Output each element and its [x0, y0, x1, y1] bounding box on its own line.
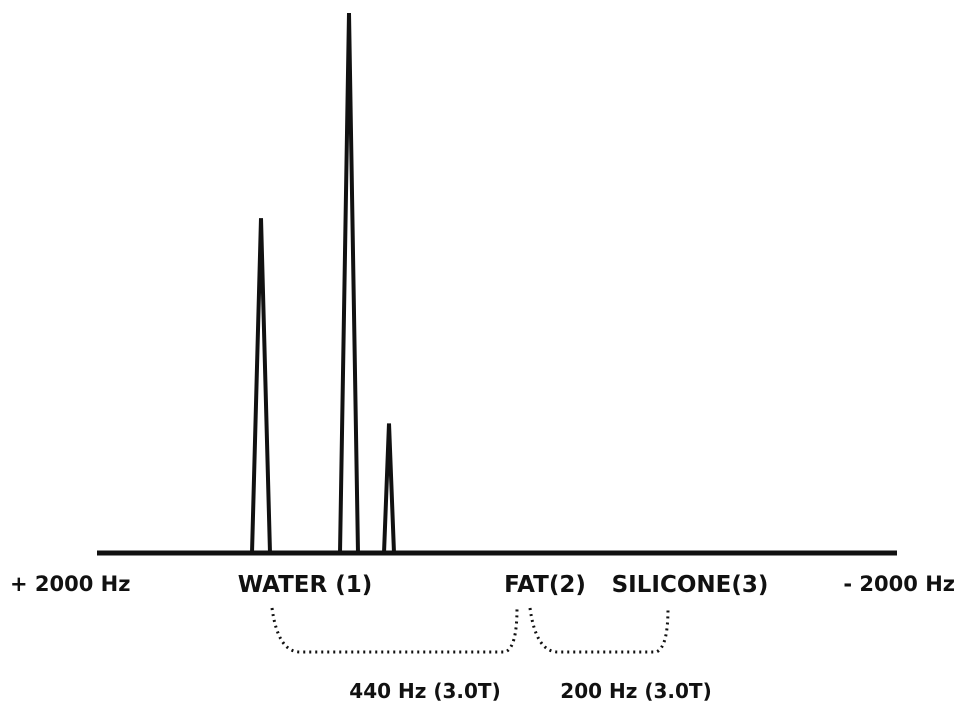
separation-label-1: 440 Hz (3.0T)	[349, 679, 500, 703]
brackets-layer	[270, 607, 670, 654]
axis-left-label: + 2000 Hz	[10, 572, 130, 596]
peak-label-3: SILICONE(3)	[612, 572, 769, 598]
peak-label-2: FAT(2)	[504, 572, 586, 598]
separation-label-2: 200 Hz (3.0T)	[560, 679, 711, 703]
labels-layer: WATER (1) FAT(2) SILICONE(3) 440 Hz (3.0T) 2…	[238, 572, 769, 703]
separation-bracket-2	[528, 607, 670, 654]
separation-bracket-1	[270, 607, 519, 654]
peak-3	[382, 423, 396, 554]
peaks-layer	[250, 12, 396, 554]
axis-right-label: - 2000 Hz	[843, 572, 955, 596]
peak-1	[250, 218, 272, 554]
peak-label-1: WATER (1)	[238, 572, 373, 598]
peak-2	[338, 12, 360, 554]
